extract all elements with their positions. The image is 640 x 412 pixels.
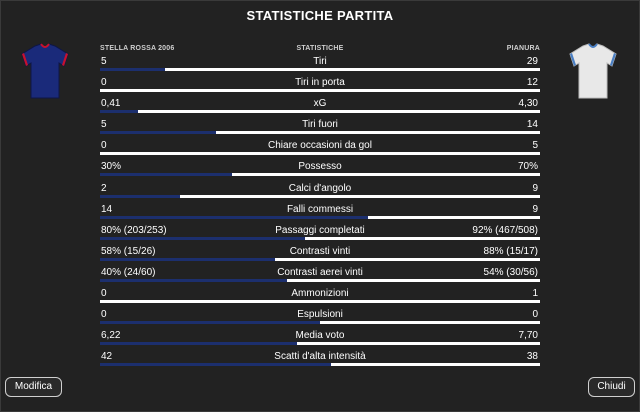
stat-row: 0,41 xG 4,30 [100, 96, 540, 117]
away-stat-value: 0 [532, 309, 538, 321]
away-stat-value: 4,30 [518, 98, 538, 110]
home-share-fill [100, 236, 305, 240]
stat-label: Contrasti vinti [289, 245, 351, 257]
stat-row: 42 Scatti d'alta intensità 38 [100, 349, 540, 370]
stat-comparison-bar [100, 89, 540, 93]
close-button[interactable]: Chiudi [588, 377, 635, 397]
stat-row: 30% Possesso 70% [100, 159, 540, 180]
away-stat-value: 70% [517, 161, 538, 173]
stat-comparison-bar [100, 300, 540, 304]
away-stat-value: 1 [532, 288, 538, 300]
away-stat-value: 5 [532, 140, 538, 152]
home-share-fill [100, 257, 275, 261]
home-stat-value: 6,22 [101, 330, 121, 342]
stat-row: 0 Chiare occasioni da gol 5 [100, 138, 540, 159]
stat-comparison-bar [100, 152, 540, 156]
stat-label: Tiri [313, 56, 327, 67]
stat-label: Calci d'angolo [288, 182, 352, 194]
stats-list: 5 Tiri 29 0 Tiri in porta 12 0,41 xG 4,30 5 Tiri f… [100, 54, 540, 370]
home-shirt-icon [21, 43, 69, 99]
home-stat-value: 0 [101, 288, 107, 300]
home-share-fill [100, 215, 368, 219]
stat-comparison-bar [100, 215, 540, 219]
stat-label: Falli commessi [286, 203, 354, 215]
away-stat-value: 29 [526, 56, 538, 67]
home-share-fill [100, 321, 320, 325]
page-title: STATISTICHE PARTITA [246, 8, 394, 23]
stat-label: Tiri in porta [295, 77, 345, 89]
stat-row: 0 Espulsioni 0 [100, 307, 540, 328]
home-team-name: STELLA ROSSA 2006 [100, 45, 175, 52]
away-stat-value: 9 [532, 182, 538, 194]
stat-label: Scatti d'alta intensità [274, 351, 366, 363]
stat-label: Passaggi completati [275, 224, 365, 236]
home-share-fill [100, 131, 216, 135]
stat-comparison-bar [100, 278, 540, 282]
stat-label: Possesso [298, 161, 342, 173]
stat-comparison-bar [100, 342, 540, 346]
away-team-name: PIANURA [506, 45, 540, 52]
home-stat-value: 2 [101, 182, 107, 194]
away-stat-value: 7,70 [518, 330, 538, 342]
home-stat-value: 58% (15/26) [101, 245, 156, 257]
stat-comparison-bar [100, 194, 540, 198]
stat-comparison-bar [100, 110, 540, 114]
away-stat-value: 88% (15/17) [483, 245, 538, 257]
home-stat-value: 5 [101, 56, 107, 67]
home-share-fill [100, 68, 165, 71]
stat-label: Contrasti aerei vinti [277, 266, 363, 278]
stat-comparison-bar [100, 68, 540, 71]
stat-row: 2 Calci d'angolo 9 [100, 181, 540, 202]
stat-row: 14 Falli commessi 9 [100, 202, 540, 223]
stat-comparison-bar [100, 321, 540, 325]
home-share-fill [100, 194, 181, 198]
stat-row: 58% (15/26) Contrasti vinti 88% (15/17) [100, 244, 540, 265]
home-share-fill [100, 110, 139, 114]
stat-row: 5 Tiri 29 [100, 54, 540, 75]
home-stat-value: 40% (24/60) [101, 266, 156, 278]
stat-comparison-bar [100, 131, 540, 135]
home-stat-value: 0 [101, 77, 107, 89]
home-share-fill [100, 363, 331, 367]
stat-label: Media voto [295, 330, 345, 342]
home-stat-value: 80% (203/253) [101, 224, 167, 236]
home-stat-value: 0,41 [101, 98, 121, 110]
away-stat-value: 38 [526, 351, 538, 363]
stat-row: 40% (24/60) Contrasti aerei vinti 54% (30/… [100, 265, 540, 286]
stat-label: xG [313, 98, 327, 110]
home-stat-value: 5 [101, 119, 107, 131]
away-stat-value: 92% (467/508) [472, 224, 538, 236]
stat-row: 80% (203/253) Passaggi completati 92% (467… [100, 223, 540, 244]
away-stat-value: 12 [526, 77, 538, 89]
edit-button[interactable]: Modifica [5, 377, 62, 397]
stat-label: Ammonizioni [291, 288, 349, 300]
stat-comparison-bar [100, 173, 540, 177]
away-stat-value: 9 [532, 203, 538, 215]
stat-row: 0 Tiri in porta 12 [100, 75, 540, 96]
away-stat-value: 54% (30/56) [483, 266, 538, 278]
home-share-fill [100, 278, 288, 282]
away-stat-value: 14 [526, 119, 538, 131]
stat-row: 5 Tiri fuori 14 [100, 117, 540, 138]
stat-label: Espulsioni [297, 309, 343, 321]
stat-comparison-bar [100, 257, 540, 261]
stats-header: STATISTICHE [296, 45, 344, 52]
home-stat-value: 42 [101, 351, 113, 363]
home-share-fill [100, 173, 232, 177]
stat-comparison-bar [100, 236, 540, 240]
home-stat-value: 0 [101, 140, 107, 152]
home-stat-value: 14 [101, 203, 113, 215]
stat-row: 0 Ammonizioni 1 [100, 286, 540, 307]
away-shirt-icon [569, 43, 617, 99]
home-share-fill [100, 342, 297, 346]
home-stat-value: 0 [101, 309, 107, 321]
home-stat-value: 30% [101, 161, 122, 173]
stat-row: 6,22 Media voto 7,70 [100, 328, 540, 349]
stat-comparison-bar [100, 363, 540, 367]
stat-label: Chiare occasioni da gol [268, 140, 372, 152]
stat-label: Tiri fuori [302, 119, 338, 131]
